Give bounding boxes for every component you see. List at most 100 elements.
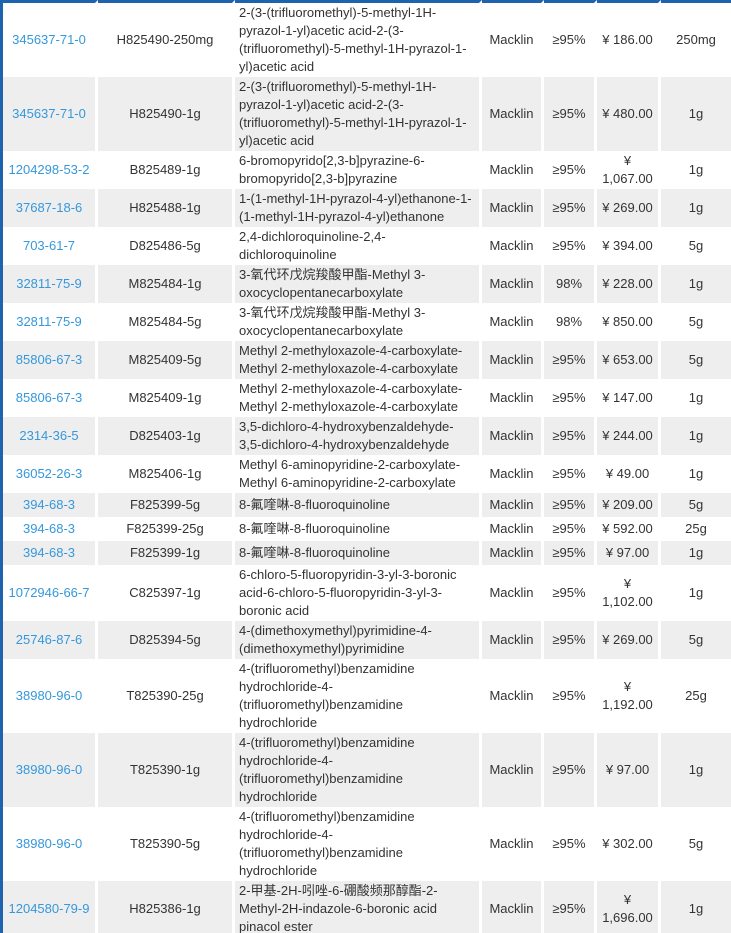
product-name-cell: Methyl 2-methyloxazole-4-carboxylate-Met… — [235, 379, 482, 417]
table-row: 38980-96-0 T825390-1g 4-(trifluoromethyl)b… — [3, 733, 731, 807]
table-row: 703-61-7 D825486-5g 2,4-dichloroquinoline-… — [3, 227, 731, 265]
price-cell: ¥ 269.00 — [597, 621, 661, 659]
cas-number-cell: 38980-96-0 — [3, 659, 98, 733]
brand-cell: Macklin — [482, 0, 544, 77]
product-name-cell: 2-甲基-2H-吲唑-6-硼酸频那醇酯-2-Methyl-2H-indazole… — [235, 881, 482, 933]
product-name-cell: 4-(trifluoromethyl)benzamidine hydrochlo… — [235, 733, 482, 807]
cas-number-cell: 394-68-3 — [3, 517, 98, 541]
package-size-cell: 1g — [661, 77, 731, 151]
cas-number-link[interactable]: 85806-67-3 — [15, 390, 83, 405]
cas-number-cell: 394-68-3 — [3, 541, 98, 565]
cas-number-link[interactable]: 38980-96-0 — [15, 688, 83, 703]
price-cell: ¥ 394.00 — [597, 227, 661, 265]
product-name-cell: 2,4-dichloroquinoline-2,4-dichloroquinol… — [235, 227, 482, 265]
table-row: 394-68-3 F825399-25g 8-氟喹啉-8-fluoroquinoli… — [3, 517, 731, 541]
product-name-cell: 1-(1-methyl-1H-pyrazol-4-yl)ethanone-1-(… — [235, 189, 482, 227]
product-code-cell: M825409-5g — [98, 341, 235, 379]
cas-number-link[interactable]: 1204580-79-9 — [8, 901, 90, 916]
table-row: 32811-75-9 M825484-5g 3-氧代环戊烷羧酸甲酯-Methyl 3… — [3, 303, 731, 341]
table-row: 32811-75-9 M825484-1g 3-氧代环戊烷羧酸甲酯-Methyl 3… — [3, 265, 731, 303]
product-code-cell: D825403-1g — [98, 417, 235, 455]
cas-number-cell: 36052-26-3 — [3, 455, 98, 493]
price-cell: ¥ 97.00 — [597, 733, 661, 807]
cas-number-link[interactable]: 1072946-66-7 — [8, 585, 90, 600]
table-row: 37687-18-6 H825488-1g 1-(1-methyl-1H-pyraz… — [3, 189, 731, 227]
package-size-cell: 1g — [661, 541, 731, 565]
cas-number-link[interactable]: 345637-71-0 — [12, 32, 86, 47]
product-code-cell: M825484-1g — [98, 265, 235, 303]
purity-cell: ≥95% — [544, 565, 597, 621]
cas-number-link[interactable]: 2314-36-5 — [19, 428, 79, 443]
cas-number-link[interactable]: 345637-71-0 — [12, 106, 86, 121]
product-code-cell: H825488-1g — [98, 189, 235, 227]
cas-number-link[interactable]: 32811-75-9 — [16, 314, 82, 329]
cas-number-link[interactable]: 38980-96-0 — [15, 836, 83, 851]
purity-cell: ≥95% — [544, 807, 597, 881]
brand-cell: Macklin — [482, 733, 544, 807]
product-code-cell: M825409-1g — [98, 379, 235, 417]
table-row: 85806-67-3 M825409-5g Methyl 2-methyloxazo… — [3, 341, 731, 379]
product-code-cell: H825490-250mg — [98, 0, 235, 77]
purity-cell: ≥95% — [544, 0, 597, 77]
table-row: 38980-96-0 T825390-25g 4-(trifluoromethyl)… — [3, 659, 731, 733]
price-cell: ¥ 1,067.00 — [597, 151, 661, 189]
price-cell: ¥ 1,192.00 — [597, 659, 661, 733]
cas-number-cell: 38980-96-0 — [3, 733, 98, 807]
brand-cell: Macklin — [482, 77, 544, 151]
product-code-cell: C825397-1g — [98, 565, 235, 621]
product-name-cell: 4-(trifluoromethyl)benzamidine hydrochlo… — [235, 807, 482, 881]
cas-number-link[interactable]: 394-68-3 — [22, 545, 76, 560]
cas-number-link[interactable]: 25746-87-6 — [15, 632, 83, 647]
purity-cell: ≥95% — [544, 189, 597, 227]
table-row: 36052-26-3 M825406-1g Methyl 6-aminopyridi… — [3, 455, 731, 493]
cas-number-link[interactable]: 703-61-7 — [22, 238, 76, 253]
package-size-cell: 5g — [661, 621, 731, 659]
purity-cell: 98% — [544, 265, 597, 303]
cas-number-link[interactable]: 36052-26-3 — [15, 466, 83, 481]
cas-number-cell: 32811-75-9 — [3, 303, 98, 341]
cas-number-link[interactable]: 38980-96-0 — [15, 762, 83, 777]
cas-number-link[interactable]: 394-68-3 — [22, 521, 76, 536]
product-name-cell: 2-(3-(trifluoromethyl)-5-methyl-1H-pyraz… — [235, 0, 482, 77]
package-size-cell: 5g — [661, 227, 731, 265]
purity-cell: ≥95% — [544, 881, 597, 933]
price-cell: ¥ 1,102.00 — [597, 565, 661, 621]
purity-cell: ≥95% — [544, 541, 597, 565]
brand-cell: Macklin — [482, 565, 544, 621]
purity-cell: ≥95% — [544, 659, 597, 733]
cas-number-link[interactable]: 394-68-3 — [22, 497, 76, 512]
product-name-cell: 6-chloro-5-fluoropyridin-3-yl-3-boronic … — [235, 565, 482, 621]
table-row: 1072946-66-7 C825397-1g 6-chloro-5-fluorop… — [3, 565, 731, 621]
table-row: 1204298-53-2 B825489-1g 6-bromopyrido[2,3-… — [3, 151, 731, 189]
product-code-cell: D825394-5g — [98, 621, 235, 659]
purity-cell: ≥95% — [544, 517, 597, 541]
cas-number-cell: 32811-75-9 — [3, 265, 98, 303]
table-row: 25746-87-6 D825394-5g 4-(dimethoxymethyl)p… — [3, 621, 731, 659]
product-code-cell: T825390-1g — [98, 733, 235, 807]
cas-number-cell: 85806-67-3 — [3, 341, 98, 379]
cas-number-cell: 38980-96-0 — [3, 807, 98, 881]
product-name-cell: 3-氧代环戊烷羧酸甲酯-Methyl 3-oxocyclopentanecarb… — [235, 265, 482, 303]
cas-number-cell: 85806-67-3 — [3, 379, 98, 417]
product-code-cell: F825399-1g — [98, 541, 235, 565]
cas-number-link[interactable]: 37687-18-6 — [15, 200, 83, 215]
package-size-cell: 1g — [661, 565, 731, 621]
package-size-cell: 1g — [661, 151, 731, 189]
package-size-cell: 1g — [661, 379, 731, 417]
price-cell: ¥ 653.00 — [597, 341, 661, 379]
cas-number-link[interactable]: 85806-67-3 — [15, 352, 83, 367]
brand-cell: Macklin — [482, 303, 544, 341]
price-cell: ¥ 592.00 — [597, 517, 661, 541]
cas-number-link[interactable]: 32811-75-9 — [16, 276, 82, 291]
cas-number-cell: 394-68-3 — [3, 493, 98, 517]
cas-number-cell: 1072946-66-7 — [3, 565, 98, 621]
package-size-cell: 5g — [661, 303, 731, 341]
purity-cell: 98% — [544, 303, 597, 341]
product-code-cell: M825406-1g — [98, 455, 235, 493]
cas-number-cell: 25746-87-6 — [3, 621, 98, 659]
brand-cell: Macklin — [482, 881, 544, 933]
cas-number-cell: 1204580-79-9 — [3, 881, 98, 933]
brand-cell: Macklin — [482, 455, 544, 493]
cas-number-link[interactable]: 1204298-53-2 — [8, 162, 90, 177]
